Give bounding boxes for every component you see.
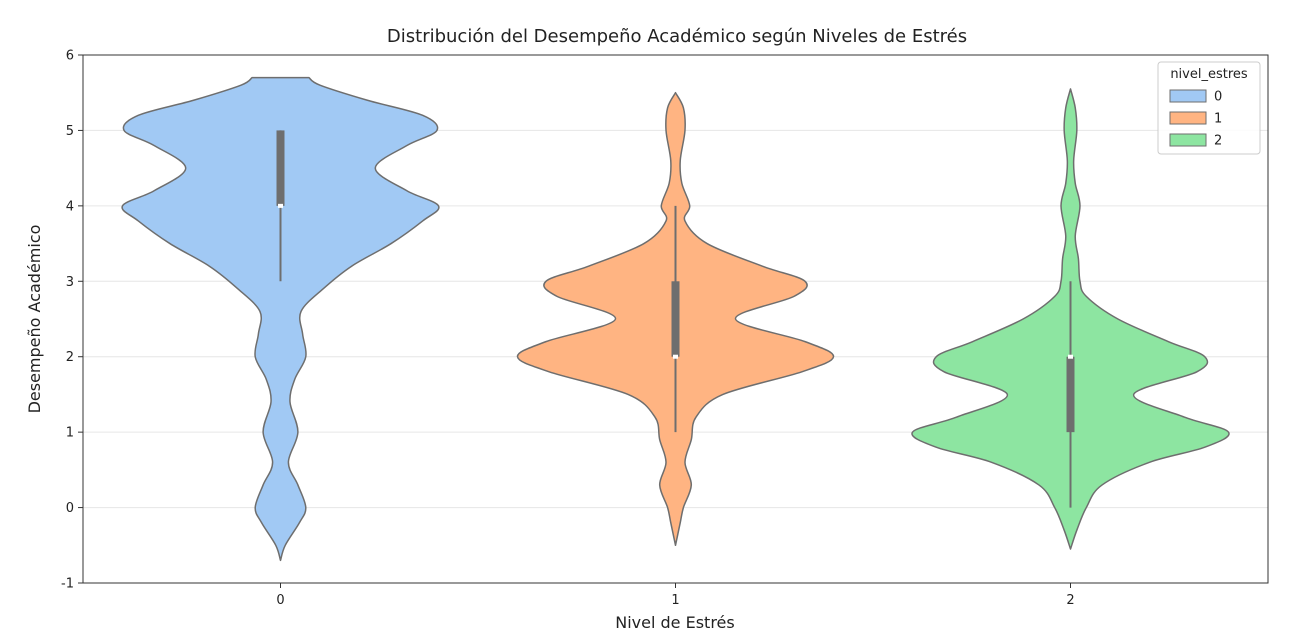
legend-entries: 0 1 2 xyxy=(1169,89,1222,149)
y-tick-label: 5 xyxy=(66,124,74,139)
violin-2 xyxy=(911,88,1230,550)
iqr-box xyxy=(671,281,680,357)
y-tick-label: 0 xyxy=(66,501,74,516)
y-tick-label: 4 xyxy=(66,199,74,214)
legend: nivel_estres 0 1 2 xyxy=(1157,61,1261,155)
y-tick-label: -1 xyxy=(61,577,74,592)
median-marker xyxy=(1068,354,1073,359)
legend-entry-label: 2 xyxy=(1214,134,1222,149)
legend-entry-label: 0 xyxy=(1214,90,1222,105)
y-tick-label: 2 xyxy=(66,350,74,365)
y-tick-label: 3 xyxy=(66,275,74,290)
iqr-box xyxy=(276,130,285,206)
violins xyxy=(121,76,1230,562)
y-axis-ticks: -1 0 1 2 3 4 5 6 xyxy=(61,49,83,592)
violin-0 xyxy=(121,76,440,562)
median-marker xyxy=(673,354,678,359)
y-tick-label: 6 xyxy=(66,49,74,64)
legend-entry-label: 1 xyxy=(1214,112,1222,127)
x-tick-label: 2 xyxy=(1066,593,1074,608)
legend-box xyxy=(1157,61,1261,155)
violin-body xyxy=(121,76,440,562)
chart-title: Distribución del Desempeño Académico seg… xyxy=(387,26,967,47)
x-tick-label: 1 xyxy=(671,593,679,608)
x-axis-ticks: 0 1 2 xyxy=(276,583,1075,608)
y-axis-label: Desempeño Académico xyxy=(25,225,44,414)
violin-1 xyxy=(516,91,835,547)
legend-swatch xyxy=(1169,133,1207,147)
legend-swatch xyxy=(1169,111,1207,125)
iqr-box xyxy=(1066,356,1075,433)
x-axis-label: Nivel de Estrés xyxy=(615,613,734,632)
y-tick-label: 1 xyxy=(66,426,74,441)
median-marker xyxy=(278,203,283,208)
legend-swatch xyxy=(1169,89,1207,103)
x-tick-label: 0 xyxy=(276,593,284,608)
legend-title: nivel_estres xyxy=(1170,67,1248,82)
